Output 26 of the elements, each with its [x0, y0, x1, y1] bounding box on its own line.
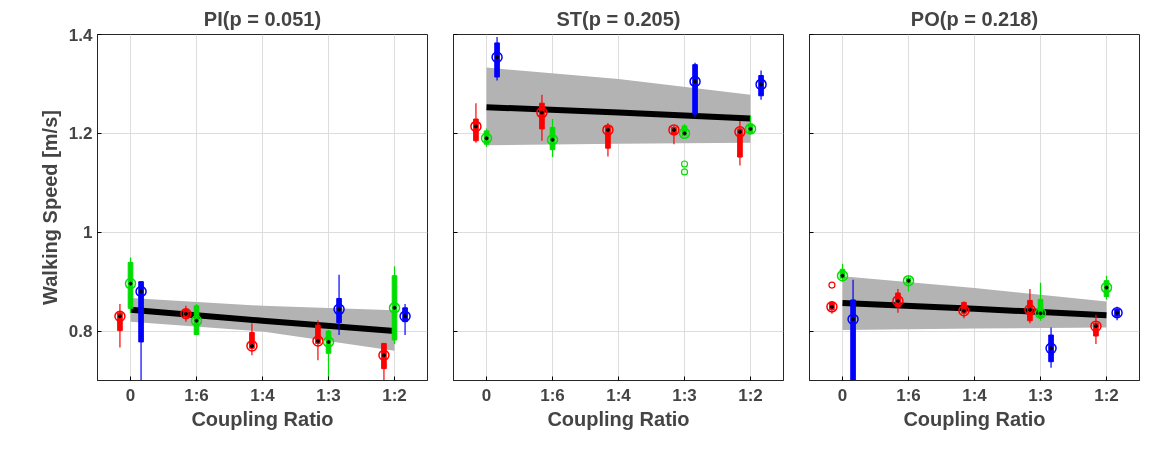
- chart-title: PI(p = 0.051): [203, 7, 322, 30]
- x-tick-label: 1:6: [184, 385, 209, 405]
- x-tick-label: 1:6: [540, 385, 565, 405]
- x-tick-label: 1:4: [250, 385, 276, 405]
- y-tick-label: 1.4: [68, 25, 94, 45]
- x-tick-label: 1:4: [962, 385, 988, 405]
- x-axis-title: Coupling Ratio: [547, 407, 690, 430]
- x-tick-label: 1:2: [1094, 385, 1119, 405]
- y-tick-label: 1: [83, 223, 93, 243]
- x-axis-title: Coupling Ratio: [191, 407, 334, 430]
- x-tick-label: 1:6: [896, 385, 921, 405]
- x-tick-label: 0: [481, 385, 492, 405]
- y-tick-label: 1.2: [68, 124, 93, 144]
- chart-title: ST(p = 0.205): [556, 7, 681, 30]
- y-tick-label: 0.8: [68, 322, 93, 342]
- x-tick-label: 1:3: [1028, 385, 1053, 405]
- x-tick-label: 0: [125, 385, 136, 405]
- y-axis-title: Walking Speed [m/s]: [38, 110, 61, 305]
- chart-title: PO(p = 0.218): [910, 7, 1039, 30]
- x-tick-label: 1:4: [606, 385, 632, 405]
- x-tick-label: 0: [837, 385, 848, 405]
- x-tick-label: 1:3: [672, 385, 697, 405]
- x-axis-title: Coupling Ratio: [903, 407, 1046, 430]
- x-tick-label: 1:3: [316, 385, 341, 405]
- x-tick-label: 1:2: [382, 385, 407, 405]
- x-tick-label: 1:2: [738, 385, 763, 405]
